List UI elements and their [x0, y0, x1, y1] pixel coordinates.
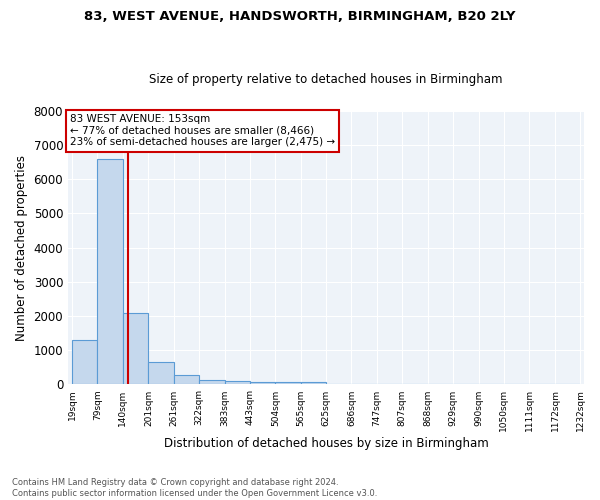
Bar: [275, 382, 301, 384]
Bar: [123, 312, 148, 384]
Text: 83 WEST AVENUE: 153sqm
← 77% of detached houses are smaller (8,466)
23% of semi-: 83 WEST AVENUE: 153sqm ← 77% of detached…: [70, 114, 335, 148]
X-axis label: Distribution of detached houses by size in Birmingham: Distribution of detached houses by size …: [164, 437, 488, 450]
Text: Contains HM Land Registry data © Crown copyright and database right 2024.
Contai: Contains HM Land Registry data © Crown c…: [12, 478, 377, 498]
Bar: [301, 382, 326, 384]
Bar: [199, 380, 224, 384]
Text: 83, WEST AVENUE, HANDSWORTH, BIRMINGHAM, B20 2LY: 83, WEST AVENUE, HANDSWORTH, BIRMINGHAM,…: [84, 10, 516, 23]
Bar: [148, 362, 173, 384]
Bar: [173, 374, 199, 384]
Y-axis label: Number of detached properties: Number of detached properties: [15, 154, 28, 340]
Title: Size of property relative to detached houses in Birmingham: Size of property relative to detached ho…: [149, 73, 503, 86]
Bar: [250, 382, 275, 384]
Bar: [224, 382, 250, 384]
Bar: [97, 158, 123, 384]
Bar: [72, 340, 97, 384]
